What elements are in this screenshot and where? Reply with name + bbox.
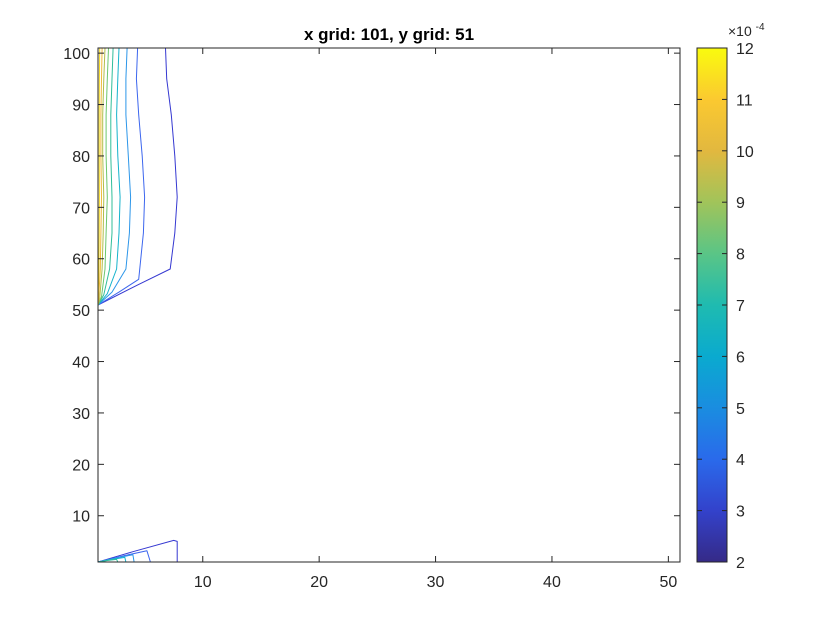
- y-tick-label: 100: [63, 46, 90, 63]
- plot-area: [98, 48, 680, 562]
- y-tick-label: 30: [72, 406, 90, 423]
- contour-line-level-4: [97, 47, 146, 306]
- y-tick-label: 10: [72, 509, 90, 526]
- y-axis: 10 20 30 40 50 60 70 80 90 100: [63, 46, 680, 526]
- colorbar-exponent-base: ×10: [728, 23, 752, 39]
- contour-lines: [97, 47, 178, 563]
- contour-line-level-3: [97, 539, 178, 563]
- x-tick-label: 20: [310, 574, 328, 591]
- x-axis: 10 20 30 40 50: [194, 48, 677, 591]
- x-tick-label: 50: [659, 574, 677, 591]
- colorbar-tick-label: 7: [736, 298, 745, 315]
- plot-frame: [97, 47, 681, 563]
- x-tick-label: 10: [194, 574, 212, 591]
- colorbar-exponent-power: -4: [756, 22, 765, 33]
- y-tick-label: 90: [72, 98, 90, 115]
- colorbar-tick-label: 3: [736, 504, 745, 521]
- y-tick-label: 80: [72, 149, 90, 166]
- contour-line-level-9: [97, 47, 106, 306]
- contour-line-level-5: [97, 47, 132, 306]
- y-tick-label: 20: [72, 457, 90, 474]
- y-tick-label: 70: [72, 200, 90, 217]
- y-tick-label: 60: [72, 252, 90, 269]
- chart-title: x grid: 101, y grid: 51: [304, 25, 474, 44]
- x-tick-label: 40: [543, 574, 561, 591]
- colorbar-tick-label: 5: [736, 401, 745, 418]
- colorbar-tick-label: 12: [736, 41, 754, 58]
- y-tick-label: 50: [72, 303, 90, 320]
- colorbar-exponent-label: ×10 -4: [728, 22, 765, 39]
- contour-line-level-3: [97, 47, 178, 306]
- colorbar-tick-label: 4: [736, 452, 745, 469]
- colorbar-tick-label: 10: [736, 144, 754, 161]
- colorbar-tick-label: 8: [736, 247, 745, 264]
- contour-line-level-7: [97, 558, 119, 563]
- colorbar-tick-label: 11: [736, 92, 753, 109]
- contour-line-level-10: [97, 47, 103, 306]
- y-tick-label: 40: [72, 355, 90, 372]
- colorbar-tick-label: 2: [736, 555, 745, 572]
- contour-line-level-7: [97, 47, 114, 306]
- colorbar-ticks: 2 3 4 5 6 7 8 9 10 11 12: [697, 41, 754, 572]
- colorbar-tick-label: 6: [736, 349, 745, 366]
- contour-line-level-8: [97, 47, 109, 306]
- colorbar-tick-label: 9: [736, 195, 745, 212]
- contour-line-level-6: [97, 47, 121, 306]
- x-tick-label: 30: [427, 574, 445, 591]
- contour-line-level-11: [97, 47, 101, 303]
